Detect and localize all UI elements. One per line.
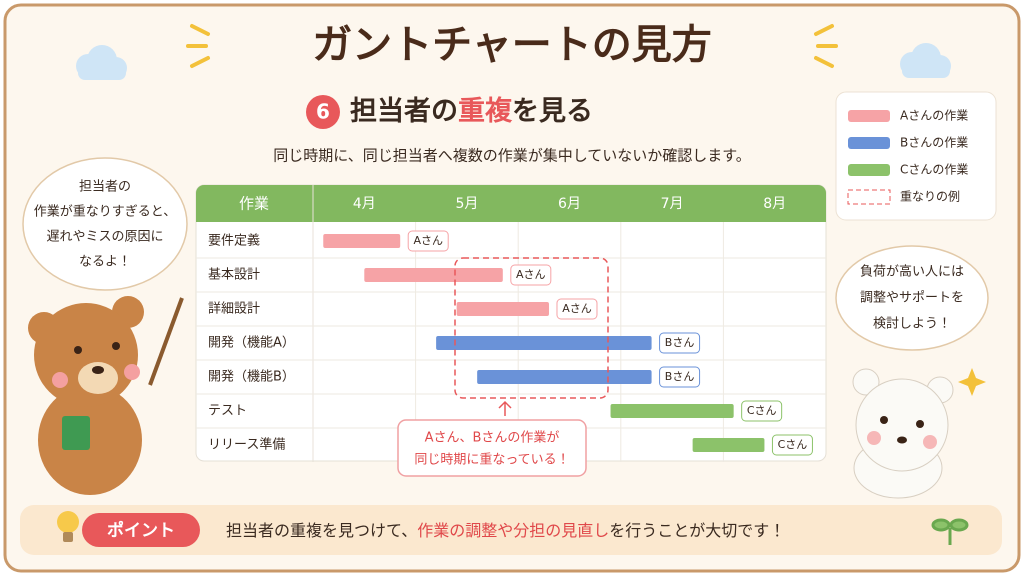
task-label: 開発（機能B） xyxy=(208,370,295,385)
legend-label: Cさんの作業 xyxy=(900,163,968,177)
point-bar xyxy=(20,505,1002,555)
bubble-text: 検討しよう！ xyxy=(873,317,951,332)
legend-label: 重なりの例 xyxy=(900,190,960,204)
callout-arrow xyxy=(498,400,512,416)
task-bar xyxy=(323,234,401,248)
callout-text: 同じ時期に重なっている！ xyxy=(414,452,569,468)
point-part: を行うことが大切です！ xyxy=(609,521,785,540)
owner-tag-box xyxy=(659,332,701,354)
legend-swatch xyxy=(848,137,890,149)
task-bar xyxy=(436,336,652,350)
task-label: 詳細設計 xyxy=(208,301,260,317)
owner-tag: Aさん xyxy=(413,234,443,247)
bubble-text: なるよ！ xyxy=(79,255,131,270)
bubble-text: 担当者の xyxy=(79,180,131,195)
owner-tag: Aさん xyxy=(516,268,546,281)
legend-swatch xyxy=(848,110,890,122)
owner-tag-box xyxy=(659,366,701,388)
owner-tag-box xyxy=(510,264,552,286)
title: ガントチャートの見方 xyxy=(312,22,712,68)
section-heading: 担当者の重複を見る xyxy=(350,96,593,127)
description: 同じ時期に、同じ担当者へ複数の作業が集中していないか確認します。 xyxy=(273,147,751,165)
owner-tag-box xyxy=(556,298,598,320)
point-emphasis: 作業の調整や分担の見直し xyxy=(417,521,609,540)
task-bar xyxy=(692,438,765,452)
bubble-text: 負荷が高い人には xyxy=(860,264,964,280)
speech-bubble xyxy=(835,245,989,351)
owner-tag: Cさん xyxy=(778,438,808,451)
legend-box xyxy=(835,91,997,221)
heading-part: 担当者の xyxy=(350,96,458,127)
sprout-icon xyxy=(931,518,969,545)
task-label: 開発（機能A） xyxy=(208,336,295,351)
section-number: 6 xyxy=(316,100,330,124)
owner-tag-box xyxy=(407,230,449,252)
task-bar xyxy=(477,370,652,384)
point-part: 担当者の重複を見つけて、 xyxy=(226,521,417,540)
task-bar xyxy=(364,268,503,282)
task-bar xyxy=(610,404,734,418)
bubble-text: 遅れやミスの原因に xyxy=(46,230,163,245)
heading-part: を見る xyxy=(512,96,593,127)
bubble-text: 作業が重なりすぎると、 xyxy=(34,204,176,220)
bulb-icon xyxy=(57,511,79,542)
legend-label: Aさんの作業 xyxy=(900,109,968,123)
x-tick-label: 8月 xyxy=(763,196,786,212)
task-label: テスト xyxy=(208,404,247,419)
speech-bubble xyxy=(22,157,188,291)
overlap-box xyxy=(454,257,609,399)
task-label: 要件定義 xyxy=(208,233,260,249)
bear-illustration xyxy=(852,368,986,499)
header-label: 作業 xyxy=(239,195,269,213)
owner-tag: Bさん xyxy=(665,336,695,349)
point-text: 担当者の重複を見つけて、作業の調整や分担の見直しを行うことが大切です！ xyxy=(226,521,785,540)
heading-emphasis: 重複 xyxy=(458,96,513,127)
x-tick-label: 4月 xyxy=(353,196,376,212)
owner-tag: Aさん xyxy=(562,302,592,315)
cloud xyxy=(76,45,127,80)
owner-tag-box xyxy=(771,434,813,456)
bubble-text: 調整やサポートを xyxy=(860,291,964,306)
task-label: 基本設計 xyxy=(208,267,260,283)
section-badge xyxy=(306,95,340,129)
callout-box xyxy=(397,419,587,477)
bear-illustration xyxy=(28,296,184,495)
legend-swatch xyxy=(847,189,891,205)
cloud xyxy=(900,43,951,78)
point-badge xyxy=(82,513,200,547)
callout-text: Aさん、Bさんの作業が xyxy=(425,430,560,446)
owner-tag: Bさん xyxy=(665,370,695,383)
gantt-header xyxy=(196,185,826,222)
sparkle xyxy=(186,24,838,68)
task-bar xyxy=(456,302,549,316)
legend-swatch xyxy=(848,164,890,176)
owner-tag-box xyxy=(741,400,783,422)
x-tick-label: 5月 xyxy=(455,196,478,212)
owner-tag: Cさん xyxy=(747,404,777,417)
legend-label: Bさんの作業 xyxy=(900,136,968,150)
x-tick-label: 6月 xyxy=(558,196,581,212)
point-badge-text: ポイント xyxy=(107,520,175,541)
task-label: リリース準備 xyxy=(208,437,285,453)
x-tick-label: 7月 xyxy=(661,196,684,212)
